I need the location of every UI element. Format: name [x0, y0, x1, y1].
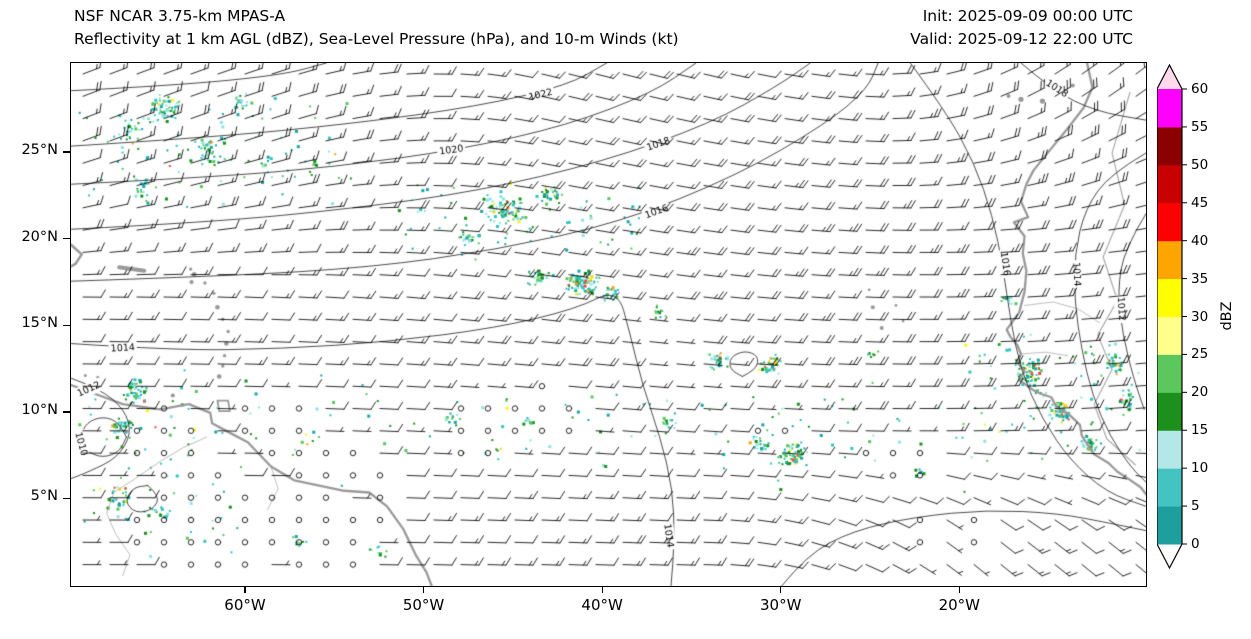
x-tick-label: 40°W — [581, 596, 623, 614]
plot-subtitle: Reflectivity at 1 km AGL (dBZ), Sea-Leve… — [74, 30, 679, 48]
valid-time-label: Valid: 2025-09-12 22:00 UTC — [910, 30, 1133, 48]
colorbar-segment — [1157, 164, 1182, 204]
colorbar-segment — [1157, 506, 1182, 545]
colorbar-tick-label: 35 — [1191, 270, 1209, 287]
x-tick-mark — [601, 586, 603, 593]
map-plot-area — [70, 62, 1147, 587]
weather-map-canvas — [71, 63, 1146, 586]
colorbar-segment — [1157, 240, 1182, 280]
x-tick-label: 20°W — [938, 596, 980, 614]
y-tick-mark — [63, 411, 70, 413]
colorbar-tick-label: 40 — [1191, 232, 1209, 249]
colorbar-tick-label: 15 — [1191, 422, 1209, 439]
colorbar-tick-label: 45 — [1191, 194, 1209, 211]
y-tick-mark — [63, 151, 70, 153]
colorbar-segment — [1157, 468, 1182, 507]
colorbar-segment — [1157, 202, 1182, 242]
model-title: NSF NCAR 3.75-km MPAS-A — [74, 7, 286, 25]
colorbar-tick-label: 10 — [1191, 460, 1209, 477]
colorbar-svg — [1156, 63, 1187, 570]
x-tick-label: 30°W — [759, 596, 802, 614]
colorbar-tick-label: 5 — [1191, 498, 1200, 515]
colorbar-segment — [1157, 89, 1182, 128]
y-tick-label: 5°N — [30, 488, 58, 505]
colorbar-segment — [1157, 354, 1182, 393]
colorbar-over-arrow — [1157, 65, 1182, 89]
colorbar-tick-label: 20 — [1191, 384, 1209, 401]
colorbar-under-arrow — [1157, 544, 1182, 568]
x-tick-label: 50°W — [402, 596, 445, 614]
colorbar-segment — [1157, 392, 1182, 431]
colorbar — [1156, 63, 1191, 576]
x-tick-label: 60°W — [224, 596, 266, 614]
y-tick-label: 10°N — [21, 401, 58, 418]
colorbar-axis-label: dBZ — [1219, 301, 1235, 331]
colorbar-segment — [1157, 316, 1182, 355]
x-tick-mark — [958, 586, 960, 593]
y-tick-mark — [63, 324, 70, 326]
colorbar-tick-label: 55 — [1191, 118, 1209, 135]
colorbar-tick-label: 25 — [1191, 346, 1209, 363]
x-tick-mark — [422, 586, 425, 593]
colorbar-tick-label: 30 — [1191, 308, 1209, 325]
colorbar-segment — [1157, 126, 1182, 166]
y-tick-mark — [63, 238, 70, 240]
y-tick-label: 20°N — [21, 228, 58, 245]
x-tick-mark — [780, 586, 782, 593]
colorbar-tick-label: 0 — [1191, 536, 1200, 552]
colorbar-tick-label: 60 — [1191, 81, 1209, 97]
init-time-label: Init: 2025-09-09 00:00 UTC — [922, 7, 1133, 25]
colorbar-tick-label: 50 — [1191, 156, 1209, 173]
colorbar-segment — [1157, 278, 1182, 317]
y-tick-mark — [63, 497, 70, 500]
y-tick-label: 25°N — [21, 142, 58, 159]
colorbar-segment — [1157, 430, 1182, 469]
x-tick-mark — [244, 586, 246, 593]
y-tick-label: 15°N — [21, 315, 58, 332]
